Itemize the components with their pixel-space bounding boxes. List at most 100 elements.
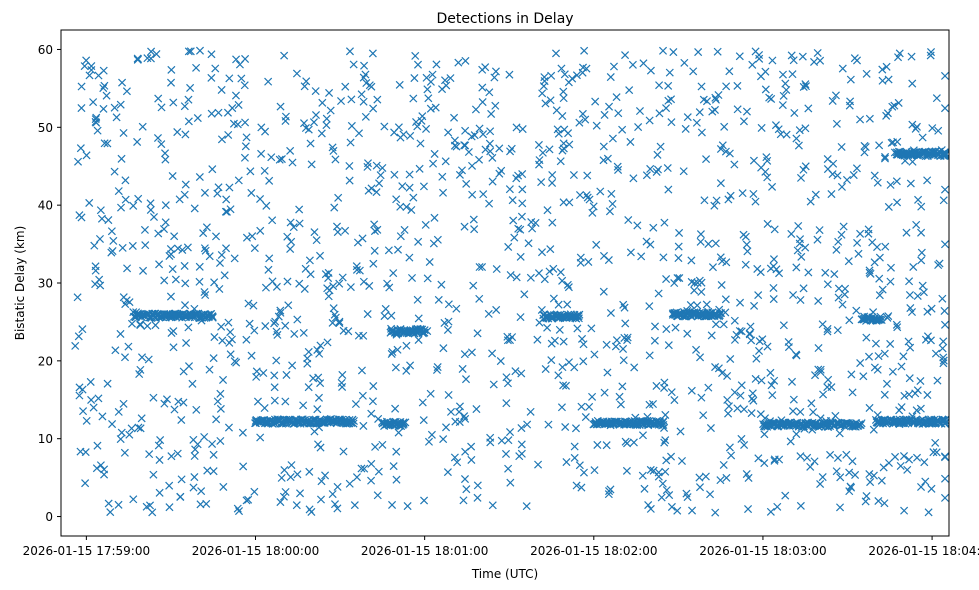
data-point [486, 438, 495, 447]
data-point [912, 122, 921, 131]
data-point [534, 140, 543, 149]
data-point [769, 255, 778, 264]
data-point [470, 225, 479, 234]
data-point [927, 484, 936, 493]
data-point [918, 133, 927, 142]
data-point [724, 402, 733, 411]
data-point [176, 492, 185, 501]
data-point [675, 228, 684, 237]
data-point [384, 246, 393, 255]
data-point [919, 288, 928, 297]
data-point [372, 161, 381, 170]
data-point [572, 71, 581, 80]
data-point [770, 456, 779, 465]
data-point [380, 312, 389, 321]
data-point [711, 363, 720, 372]
data-point [137, 353, 147, 362]
data-point [689, 67, 698, 76]
data-point [744, 505, 753, 514]
data-point [246, 167, 255, 176]
data-point [306, 270, 315, 279]
data-point [804, 268, 813, 277]
data-point [426, 389, 435, 398]
data-point [711, 95, 720, 104]
data-point [217, 135, 226, 144]
data-point [638, 471, 647, 480]
data-point [437, 280, 446, 289]
data-point [695, 483, 705, 492]
data-point [928, 124, 937, 133]
data-point [127, 319, 137, 328]
data-point [191, 445, 200, 454]
data-point [208, 165, 217, 174]
data-point [123, 264, 132, 273]
data-point [497, 436, 506, 445]
data-point [658, 46, 668, 55]
data-point [932, 448, 941, 457]
data-point [634, 123, 643, 132]
data-point [891, 452, 900, 461]
data-point [665, 491, 674, 500]
data-point [200, 288, 209, 297]
data-point [615, 392, 624, 401]
data-point [392, 195, 401, 204]
data-point [469, 215, 478, 224]
data-point [671, 323, 680, 332]
data-point [905, 291, 914, 300]
data-point [110, 167, 119, 176]
data-point [289, 223, 298, 232]
data-point [644, 501, 653, 510]
data-point [399, 418, 408, 427]
data-point [676, 427, 685, 436]
data-point [117, 203, 126, 212]
data-point [842, 175, 852, 184]
data-point [200, 432, 209, 441]
data-point [118, 78, 127, 87]
data-point [405, 253, 414, 262]
data-point [704, 239, 713, 248]
data-point [801, 80, 810, 89]
data-point [757, 376, 766, 385]
data-point [207, 50, 216, 59]
data-point [768, 182, 777, 191]
data-point [742, 470, 751, 479]
data-point [866, 478, 875, 487]
data-point [316, 341, 325, 350]
data-point [205, 252, 214, 261]
data-point [616, 400, 625, 409]
data-point [114, 187, 123, 196]
data-point [760, 430, 769, 439]
data-point [750, 301, 759, 310]
data-point [217, 322, 226, 331]
data-point [293, 470, 302, 479]
data-point [614, 165, 623, 174]
data-point [507, 144, 516, 153]
data-point [696, 230, 705, 239]
data-point [876, 315, 885, 324]
data-point [337, 96, 346, 106]
data-point [654, 289, 663, 298]
data-point [133, 54, 142, 63]
data-point [325, 88, 334, 97]
data-point [301, 124, 310, 133]
data-point [316, 495, 326, 504]
data-point [446, 407, 455, 416]
data-point [290, 329, 299, 339]
data-point [819, 390, 828, 399]
data-point [357, 366, 366, 375]
data-point [713, 47, 722, 56]
data-point [653, 150, 662, 159]
data-point [557, 403, 566, 412]
data-point [556, 157, 565, 166]
data-point [345, 47, 354, 56]
data-point [218, 336, 227, 345]
data-point [145, 450, 154, 459]
data-point [884, 202, 893, 211]
data-point [694, 48, 703, 57]
data-point [412, 117, 421, 127]
data-point [422, 124, 431, 133]
data-point [710, 201, 719, 210]
data-point [657, 493, 666, 502]
data-point [100, 470, 109, 479]
data-point [804, 104, 813, 113]
